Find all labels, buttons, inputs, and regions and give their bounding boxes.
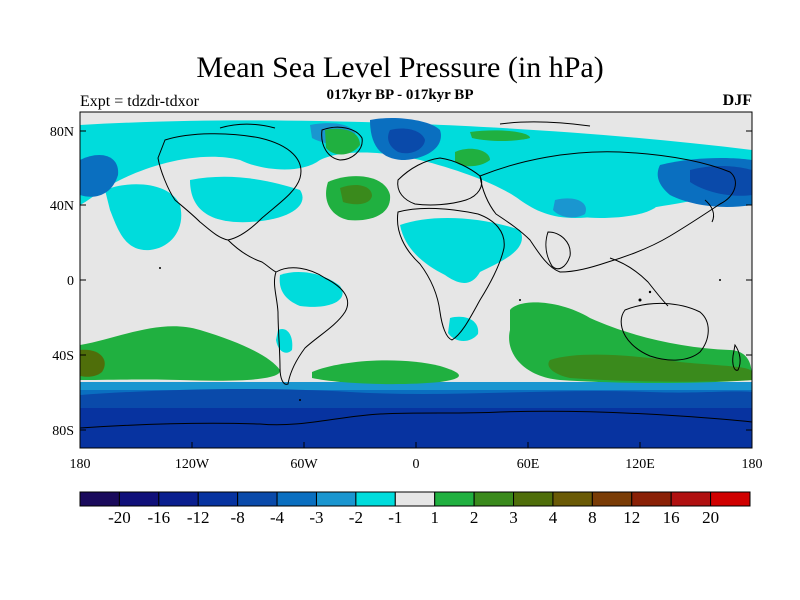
coast-antarctica: [80, 410, 752, 429]
lat-label-80n: 80N: [50, 125, 74, 140]
colorbar-label: 16: [663, 508, 680, 527]
colorbar-label: -16: [147, 508, 170, 527]
colorbar-box: [591, 491, 633, 507]
darkgreen-north-atlantic: [340, 184, 372, 205]
colorbar: -20 -16 -12 -8 -4 -3 -2 -1 1 2 3 4 8 12 16 20: [79, 491, 751, 527]
colorbar-box: [118, 491, 160, 507]
island: [519, 299, 521, 301]
colorbar-box: [158, 491, 199, 507]
map-subtitle: 017kyr BP - 017kyr BP: [326, 87, 474, 103]
colorbar-label: -20: [108, 508, 131, 527]
colorbar-label: 1: [430, 508, 439, 527]
southern-band-wave: [80, 388, 752, 402]
blue-asia-spot: [553, 198, 586, 218]
coast-southeast-asia: [609, 257, 669, 307]
colorbar-box: [710, 491, 751, 507]
island: [638, 298, 642, 302]
tick-marks: [79, 130, 753, 448]
colorbar-label: 2: [470, 508, 479, 527]
cyan-north-america: [190, 176, 303, 223]
colorbar-box: [631, 491, 672, 507]
season-label: DJF: [722, 92, 752, 109]
lat-label-40n: 40N: [50, 199, 74, 214]
olive-belt-pacific: [80, 349, 105, 377]
southern-band-navy: [80, 408, 752, 448]
green-arctic-2: [455, 148, 490, 167]
colorbar-label: -2: [349, 508, 363, 527]
lat-label-80s: 80S: [52, 424, 74, 439]
lat-label-40s: 40S: [52, 349, 74, 364]
lon-label-180e: 180: [742, 457, 763, 472]
colorbar-box: [670, 491, 712, 507]
coast-asia: [479, 151, 736, 273]
coastlines: [80, 121, 752, 429]
map-title: Mean Sea Level Pressure (in hPa): [196, 51, 604, 84]
lon-label-0: 0: [413, 457, 420, 472]
navy-arctic: [388, 128, 425, 154]
cyan-south-america: [279, 272, 343, 307]
island: [299, 399, 301, 401]
colorbar-box: [473, 491, 515, 507]
lon-label-60e: 60E: [517, 457, 540, 472]
colorbar-box: [355, 491, 396, 507]
coast-arctic-islands: [219, 121, 591, 129]
colorbar-label: -8: [231, 508, 245, 527]
green-arctic-1: [325, 128, 360, 155]
islands: [159, 267, 721, 401]
coast-australia: [620, 302, 709, 361]
lon-label-180w: 180: [70, 457, 91, 472]
experiment-label: Expt = tdzdr-tdxor: [80, 93, 199, 110]
green-belt-atlantic: [312, 360, 459, 385]
colorbar-label: 8: [588, 508, 597, 527]
navy-northeast-asia: [690, 165, 752, 196]
map-panel: [80, 112, 752, 448]
green-arctic-3: [470, 130, 530, 141]
colorbar-box: [197, 491, 239, 507]
coast-north-america: [157, 133, 302, 241]
island: [159, 267, 161, 269]
colorbar-box: [513, 491, 554, 507]
colorbar-label: 20: [702, 508, 719, 527]
lon-label-60w: 60W: [290, 457, 318, 472]
coast-new-zealand: [732, 343, 741, 371]
colorbar-label: -12: [187, 508, 210, 527]
colorbar-box: [394, 491, 436, 507]
colorbar-label: -3: [309, 508, 323, 527]
lat-label-0: 0: [67, 274, 74, 289]
colorbar-box: [276, 491, 317, 507]
lon-label-120e: 120E: [625, 457, 655, 472]
lon-label-120w: 120W: [175, 457, 210, 472]
colorbar-label: -1: [388, 508, 402, 527]
coast-india: [545, 231, 571, 270]
green-belt-pacific: [80, 326, 281, 381]
colorbar-label: 12: [623, 508, 640, 527]
colorbar-box: [237, 491, 278, 507]
darkgreen-belt-indian: [548, 354, 752, 382]
blue-northwest-pacific: [80, 155, 119, 197]
cyan-north-pacific: [105, 184, 182, 251]
cyan-south-america-tip: [276, 328, 293, 353]
island: [648, 290, 652, 294]
colorbar-box: [315, 491, 357, 507]
coast-europe: [397, 157, 483, 206]
coast-japan: [704, 199, 715, 223]
colorbar-box: [552, 491, 593, 507]
island: [719, 279, 721, 281]
colorbar-box: [79, 491, 120, 507]
coast-greenland: [321, 126, 363, 161]
colorbar-label: 4: [549, 508, 558, 527]
colorbar-label: -4: [270, 508, 285, 527]
colorbar-label: 3: [509, 508, 518, 527]
coast-africa: [396, 207, 505, 341]
colorbar-box: [434, 491, 475, 507]
cyan-africa: [400, 217, 522, 283]
coast-south-america: [273, 267, 349, 385]
coast-central-america: [227, 239, 277, 273]
